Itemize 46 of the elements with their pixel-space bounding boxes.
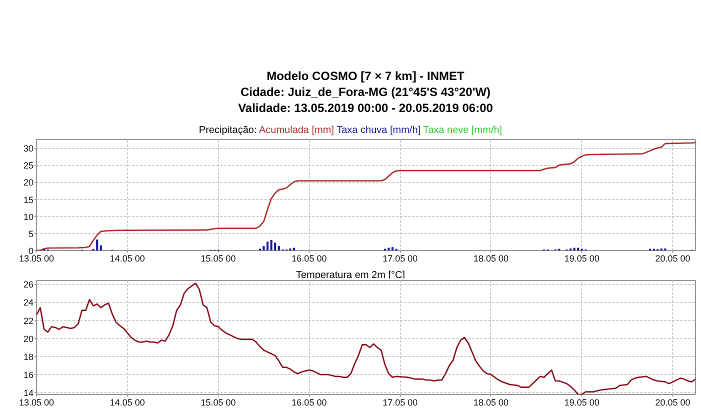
x-tick-label: 18.05 00	[473, 254, 509, 264]
y-tick-label: 25	[23, 160, 34, 171]
y-tick-label: 10	[23, 212, 34, 222]
x-tick-label: 13.05 00	[18, 254, 54, 264]
y-tick-label: 0	[28, 246, 34, 256]
x-tick-label: 14.05 00	[110, 254, 145, 264]
y-tick-label: 20	[23, 178, 34, 188]
y-tick-label: 15	[23, 194, 34, 205]
bar	[100, 245, 102, 250]
x-tick-label: 17.05 00	[382, 254, 418, 264]
x-tick-label: 20.05 00	[655, 254, 690, 264]
bar	[270, 240, 272, 250]
legend-label: Taxa neve [mm/h]	[423, 125, 502, 136]
x-tick-label: 19.05 00	[564, 254, 600, 264]
bar	[391, 247, 394, 250]
bar	[266, 242, 269, 250]
line-series	[36, 142, 696, 250]
x-tick-label: 18.05 00	[473, 398, 509, 408]
y-tick-label: 24	[23, 298, 34, 308]
y-tick-label: 22	[23, 316, 34, 326]
y-tick-label: 26	[23, 280, 34, 290]
bar	[388, 248, 390, 250]
x-tick-label: 13.05 00	[18, 398, 54, 408]
y-tick-label: 5	[28, 228, 34, 239]
chart-title: Modelo COSMO [7 × 7 km] - INMET	[266, 68, 466, 84]
bar	[278, 246, 280, 250]
y-tick-label: 18	[23, 352, 34, 362]
legend-title: Precipitação:	[198, 125, 257, 136]
x-tick-label: 16.05 00	[292, 398, 327, 408]
x-tick-label: 14.05 00	[110, 398, 145, 408]
x-tick-label: 15.05 00	[200, 254, 236, 264]
y-tick-label: 20	[23, 334, 34, 344]
x-tick-label: 17.05 00	[382, 398, 418, 408]
bar	[96, 240, 98, 250]
x-tick-label: 15.05 00	[200, 398, 236, 408]
legend-label: Acumulada [mm]	[258, 125, 334, 136]
legend-label: Taxa chuva [mm/h]	[336, 125, 421, 136]
y-tick-label: 30	[23, 144, 34, 154]
bar	[274, 242, 276, 250]
chart-subtitle: Cidade: Juiz_de_Fora-MG (21°45'S 43°20'W) Validade: 13.05.2019 00:00 - 20.05.2019 06:00	[237, 84, 494, 116]
x-tick-label: 20.05 00	[655, 398, 690, 408]
y-tick-label: 14	[23, 388, 34, 398]
y-tick-label: 16	[23, 370, 34, 380]
line-series	[36, 282, 696, 394]
x-tick-label: 19.05 00	[564, 398, 600, 408]
x-tick-label: 16.05 00	[292, 254, 327, 264]
